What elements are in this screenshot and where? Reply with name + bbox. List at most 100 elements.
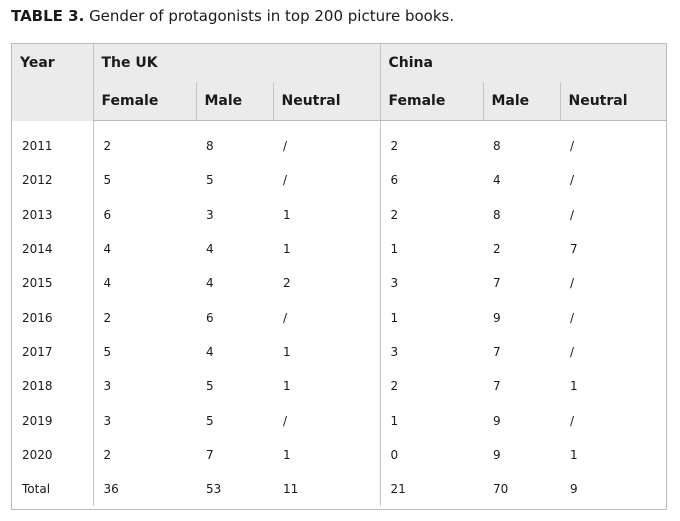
cell-uk-male: 6	[206, 310, 214, 325]
cell-china-male: 8	[493, 139, 501, 154]
cell-china-neutral: 7	[570, 242, 578, 257]
cell-year: 2014	[22, 242, 53, 257]
cell-china-female: 1	[379, 231, 483, 267]
cell-uk-female: 3	[92, 403, 196, 438]
table-row: Total 36 53 11 21 70 9	[12, 471, 666, 507]
cell-china-male: 70	[493, 482, 509, 497]
table-row: 2014 4 4 1 1 2 7	[12, 231, 666, 267]
table-row: 2019 3 5 / 1 9 /	[12, 403, 666, 438]
cell-uk-male: 5	[206, 173, 214, 188]
cell-china-male: 9	[493, 413, 501, 428]
table-row: 2012 5 5 / 6 4 /	[12, 163, 666, 198]
cell-uk-male: 5	[206, 379, 214, 394]
cell-china-male: 4	[493, 173, 501, 188]
cell-uk-female: 36	[92, 471, 196, 507]
cell-china-male: 2	[493, 242, 501, 257]
cell-year: 2011	[22, 138, 53, 153]
cell-uk-neutral: /	[283, 413, 288, 428]
cell-china-neutral: /	[570, 344, 575, 359]
cell-uk-neutral: 1	[283, 207, 291, 222]
cell-uk-male: 4	[206, 344, 214, 359]
cell-china-neutral: /	[570, 310, 575, 325]
cell-china-female: 0	[379, 437, 483, 472]
table-row: 2017 5 4 1 3 7 /	[12, 334, 666, 370]
table-row: 2018 3 5 1 2 7 1	[12, 369, 666, 404]
cell-uk-male: 3	[206, 207, 214, 222]
table-row: 2011 2 8/2 8/	[12, 120, 666, 164]
cell-uk-male: 53	[206, 482, 222, 497]
table-caption-label: TABLE 3.	[11, 7, 85, 25]
cell-year: 2016	[22, 310, 53, 325]
cell-china-male: 9	[493, 447, 501, 462]
cell-year: 2015	[22, 276, 53, 291]
col-header-uk-neutral: Neutral	[272, 82, 380, 121]
cell-china-female: 21	[379, 471, 483, 507]
cell-uk-female: 5	[92, 334, 196, 370]
cell-year: 2019	[22, 413, 53, 428]
col-header-china-female: Female	[379, 82, 483, 121]
cell-uk-male: 4	[206, 276, 214, 291]
cell-uk-female: 3	[92, 369, 196, 404]
cell-year: 2012	[22, 173, 53, 188]
cell-uk-neutral: /	[283, 310, 288, 325]
cell-uk-male: 4	[206, 242, 214, 257]
table-caption: TABLE 3. Gender of protagonists in top 2…	[11, 6, 454, 26]
table-header: Year The UK China Female Male Neutral Fe…	[12, 44, 666, 121]
cell-uk-neutral: 1	[283, 447, 291, 462]
cell-uk-male: 5	[206, 413, 214, 428]
cell-uk-neutral: 1	[283, 242, 291, 257]
cell-china-female: 3	[379, 334, 483, 370]
cell-china-male: 7	[493, 276, 501, 291]
cell-uk-neutral: 1	[283, 379, 291, 394]
cell-china-female: 2	[379, 197, 483, 232]
cell-china-female: 2	[379, 120, 483, 164]
table-caption-text: Gender of protagonists in top 200 pictur…	[89, 7, 455, 25]
cell-china-female: 3	[379, 266, 483, 301]
table-row: 2016 2 6 / 1 9 /	[12, 300, 666, 335]
cell-uk-neutral: /	[283, 139, 288, 154]
col-header-uk-male: Male	[195, 82, 273, 121]
col-header-year: Year	[12, 44, 93, 121]
cell-china-female: 1	[379, 300, 483, 335]
group-header-uk: The UK	[92, 44, 380, 82]
cell-year: 2017	[22, 344, 53, 359]
cell-uk-female: 2	[92, 120, 196, 164]
protagonist-gender-table: Year The UK China Female Male Neutral Fe…	[12, 44, 666, 507]
cell-china-female: 2	[379, 369, 483, 404]
cell-year: 2018	[22, 379, 53, 394]
cell-uk-female: 5	[92, 163, 196, 198]
cell-uk-female: 6	[92, 197, 196, 232]
cell-china-neutral: /	[570, 139, 575, 154]
cell-uk-female: 2	[92, 437, 196, 472]
cell-uk-female: 2	[92, 300, 196, 335]
cell-china-female: 6	[379, 163, 483, 198]
header-row-columns: Female Male Neutral Female Male Neutral	[12, 82, 666, 121]
cell-china-male: 7	[493, 344, 501, 359]
cell-china-neutral: /	[570, 207, 575, 222]
data-table-frame: Year The UK China Female Male Neutral Fe…	[11, 43, 667, 510]
cell-uk-neutral: 2	[283, 276, 291, 291]
cell-china-neutral: /	[570, 413, 575, 428]
table-body: 2011 2 8/2 8/2012 5 5/6 4/2013 6 3 1 2 8/2014 4 4 1 1 2 7…	[12, 120, 666, 507]
table-row: 2013 6 3 1 2 8 /	[12, 197, 666, 232]
cell-uk-neutral: 11	[283, 482, 299, 497]
table-row: 2020 2 7 1 0 9 1	[12, 437, 666, 472]
cell-year: 2013	[22, 207, 53, 222]
group-header-china: China	[379, 44, 666, 82]
cell-china-neutral: /	[570, 173, 575, 188]
cell-uk-neutral: /	[283, 173, 288, 188]
col-header-uk-female: Female	[92, 82, 196, 121]
cell-china-male: 8	[493, 207, 501, 222]
cell-china-neutral: 1	[570, 379, 578, 394]
cell-uk-male: 7	[206, 447, 214, 462]
cell-uk-neutral: 1	[283, 344, 291, 359]
col-header-china-neutral: Neutral	[559, 82, 666, 121]
cell-year: 2020	[22, 447, 53, 462]
col-header-china-male: Male	[482, 82, 560, 121]
cell-china-neutral: 9	[570, 482, 578, 497]
cell-uk-female: 4	[92, 231, 196, 267]
cell-uk-male: 8	[206, 139, 214, 154]
cell-uk-female: 4	[92, 266, 196, 301]
cell-china-male: 9	[493, 310, 501, 325]
cell-year: Total	[22, 482, 51, 497]
